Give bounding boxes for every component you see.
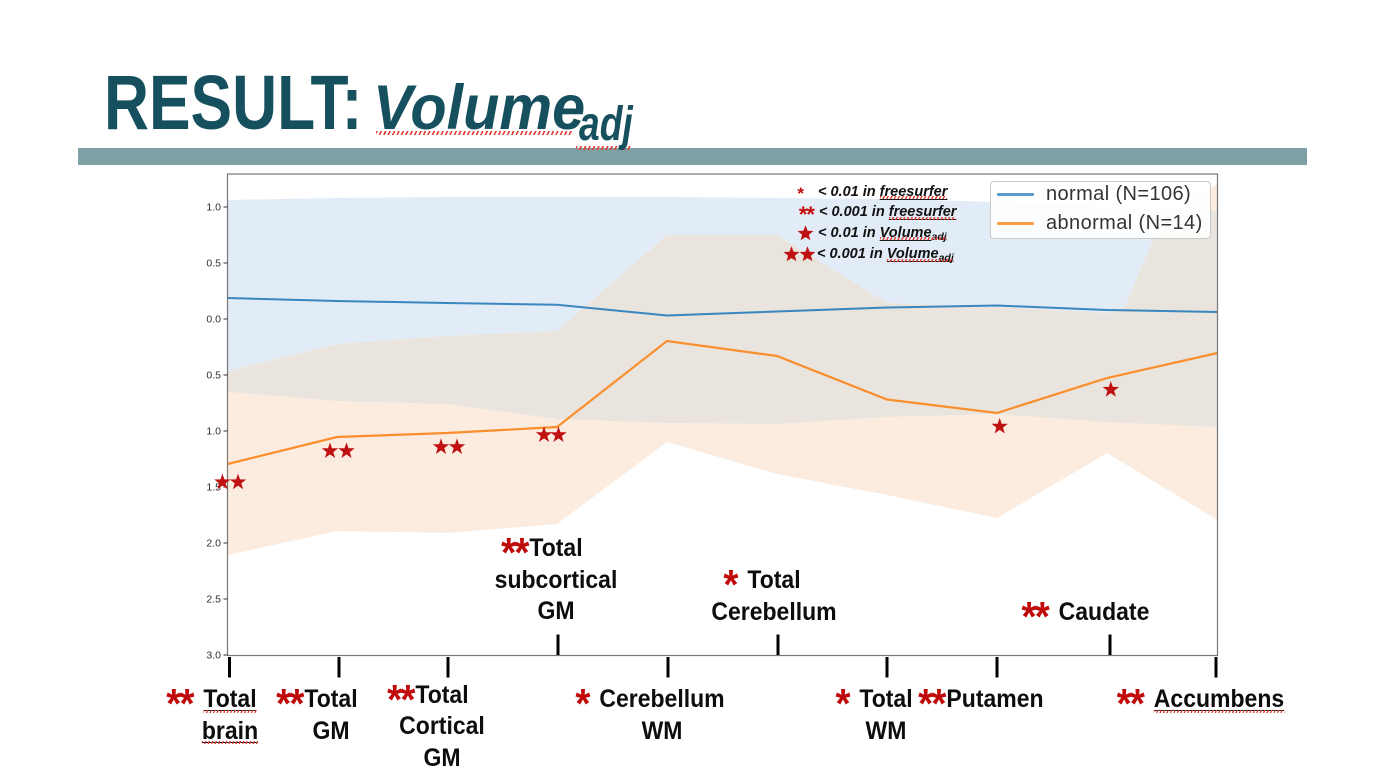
svg-text:3.0: 3.0	[206, 650, 221, 662]
svg-text:2.5: 2.5	[206, 594, 221, 606]
svg-text:0.5: 0.5	[206, 370, 221, 382]
svg-text:2.0: 2.0	[206, 538, 221, 550]
svg-text:0.5: 0.5	[206, 258, 221, 270]
svg-text:1.0: 1.0	[206, 202, 221, 214]
svg-text:0.0: 0.0	[206, 314, 221, 326]
svg-text:1.0: 1.0	[206, 426, 221, 438]
svg-text:1.5: 1.5	[206, 482, 221, 494]
